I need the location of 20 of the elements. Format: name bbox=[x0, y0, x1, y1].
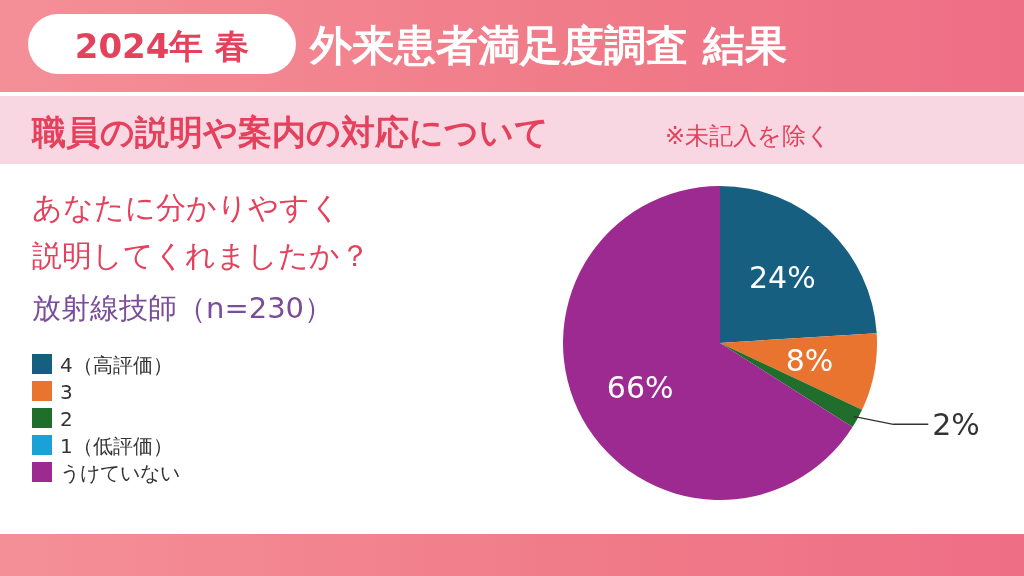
text: 放射線技師（n=230） bbox=[32, 291, 334, 325]
data-label: 24% bbox=[748, 259, 816, 295]
legend-label: 2 bbox=[60, 407, 73, 431]
chart-title: 外来患者満足度調査 結果 bbox=[309, 21, 787, 70]
pie-slice bbox=[563, 186, 853, 500]
data-label: 2% bbox=[932, 407, 980, 443]
pie-slice bbox=[720, 343, 863, 428]
data-label: 8% bbox=[785, 343, 834, 379]
text: 2024年 春 bbox=[74, 26, 250, 66]
chart-subtitle: 職員の説明や案内の対応について bbox=[31, 112, 549, 152]
data-label: 66% bbox=[606, 369, 674, 405]
legend-label: 1（低評価） bbox=[60, 434, 173, 458]
pie-slice bbox=[720, 333, 877, 410]
legend-label: うけていない bbox=[60, 461, 180, 485]
text: あなたに分かりやすく bbox=[32, 190, 341, 225]
pie-slice bbox=[720, 186, 877, 343]
text: 説明してくれましたか？ bbox=[32, 238, 370, 273]
text: ※未記入を除く bbox=[665, 122, 832, 150]
legend-label: 3 bbox=[60, 380, 73, 404]
legend-label: 4（高評価） bbox=[60, 353, 173, 377]
